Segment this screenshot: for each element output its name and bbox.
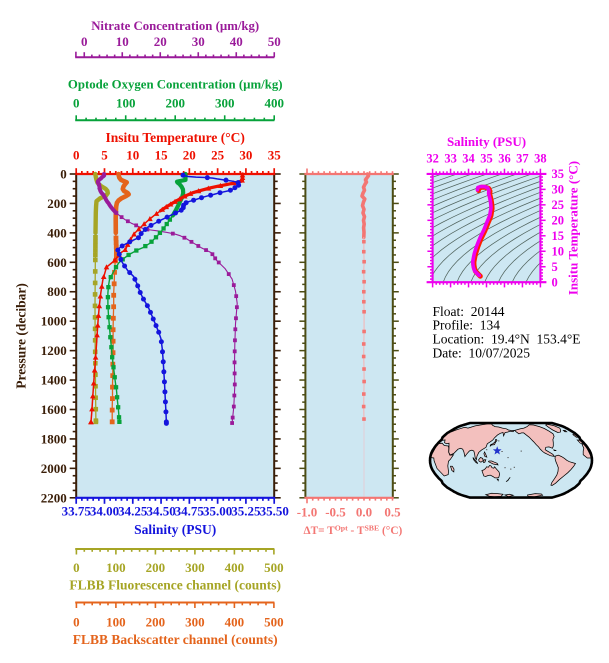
svg-text:10: 10 [552, 245, 565, 259]
svg-text:35: 35 [268, 147, 282, 162]
svg-text:10: 10 [116, 34, 129, 49]
svg-text:ΔT= TOpt - TSBE (°C): ΔT= TOpt - TSBE (°C) [304, 523, 403, 537]
svg-text:200: 200 [165, 96, 185, 111]
svg-text:400: 400 [225, 560, 245, 575]
svg-text:100: 100 [106, 615, 126, 630]
svg-text:34.50: 34.50 [146, 504, 175, 519]
svg-text:35.50: 35.50 [260, 504, 289, 519]
svg-text:38: 38 [534, 152, 547, 166]
svg-text:25: 25 [211, 147, 225, 162]
svg-text:20: 20 [154, 34, 167, 49]
svg-text:200: 200 [47, 196, 67, 211]
svg-text:20: 20 [183, 147, 196, 162]
svg-text:34.00: 34.00 [90, 504, 119, 519]
svg-text:Nitrate Concentration (µm/kg): Nitrate Concentration (µm/kg) [91, 19, 259, 33]
svg-text:Date: 10/07/2025: Date: 10/07/2025 [433, 346, 531, 361]
svg-text:0: 0 [73, 96, 80, 111]
svg-text:35: 35 [552, 167, 565, 181]
svg-text:300: 300 [185, 615, 205, 630]
svg-text:Profile: 134: Profile: 134 [433, 318, 501, 333]
svg-text:0.5: 0.5 [384, 505, 401, 520]
svg-text:Pressure (decibar): Pressure (decibar) [14, 283, 29, 389]
svg-text:Insitu Temperature (°C): Insitu Temperature (°C) [566, 161, 581, 295]
svg-text:0: 0 [60, 167, 67, 182]
svg-text:33.75: 33.75 [62, 504, 92, 519]
svg-text:30: 30 [552, 183, 565, 197]
svg-text:400: 400 [264, 96, 284, 111]
svg-text:1800: 1800 [41, 431, 67, 446]
svg-text:-0.5: -0.5 [325, 505, 346, 520]
svg-text:500: 500 [264, 560, 284, 575]
svg-text:-1.0: -1.0 [297, 505, 318, 520]
svg-text:35.25: 35.25 [231, 504, 261, 519]
svg-text:2200: 2200 [41, 490, 67, 505]
svg-text:34.25: 34.25 [118, 504, 148, 519]
svg-text:15: 15 [155, 147, 169, 162]
svg-text:5: 5 [552, 260, 558, 274]
svg-text:Float: 20144: Float: 20144 [433, 304, 505, 319]
svg-text:100: 100 [106, 560, 126, 575]
svg-text:100: 100 [116, 96, 136, 111]
svg-text:1000: 1000 [41, 314, 67, 329]
svg-text:0.0: 0.0 [356, 505, 372, 520]
svg-text:0: 0 [81, 34, 88, 49]
svg-text:0: 0 [73, 615, 80, 630]
svg-text:37: 37 [516, 152, 529, 166]
svg-text:20: 20 [552, 214, 565, 228]
svg-text:Insitu Temperature (°C): Insitu Temperature (°C) [105, 130, 244, 145]
svg-text:FLBB Fluorescence channel (cou: FLBB Fluorescence channel (counts) [69, 578, 281, 593]
svg-text:200: 200 [146, 560, 166, 575]
svg-text:30: 30 [192, 34, 205, 49]
svg-text:1400: 1400 [41, 373, 67, 388]
svg-text:800: 800 [47, 284, 67, 299]
svg-text:Optode Oxygen Concentration (µ: Optode Oxygen Concentration (µm/kg) [68, 78, 283, 92]
svg-text:300: 300 [185, 560, 205, 575]
svg-text:33: 33 [444, 152, 457, 166]
svg-text:0: 0 [552, 276, 558, 290]
svg-text:1600: 1600 [41, 402, 67, 417]
svg-text:1200: 1200 [41, 343, 67, 358]
svg-text:10: 10 [126, 147, 139, 162]
svg-text:600: 600 [47, 255, 67, 270]
svg-text:Location: 19.4°N 153.4°E: Location: 19.4°N 153.4°E [433, 332, 581, 347]
svg-text:50: 50 [268, 34, 281, 49]
svg-text:200: 200 [146, 615, 166, 630]
svg-text:FLBB Backscatter channel (coun: FLBB Backscatter channel (counts) [73, 632, 278, 647]
svg-text:32: 32 [426, 152, 439, 166]
svg-text:0: 0 [73, 560, 80, 575]
svg-text:34: 34 [462, 152, 475, 166]
svg-text:25: 25 [552, 198, 565, 212]
svg-text:400: 400 [225, 615, 245, 630]
svg-text:400: 400 [47, 225, 67, 240]
svg-text:0: 0 [73, 147, 80, 162]
svg-text:Salinity (PSU): Salinity (PSU) [134, 522, 216, 537]
svg-text:35: 35 [480, 152, 493, 166]
svg-text:2000: 2000 [41, 461, 67, 476]
svg-text:34.75: 34.75 [175, 504, 205, 519]
svg-text:40: 40 [230, 34, 243, 49]
svg-text:15: 15 [552, 229, 565, 243]
svg-text:Salinity (PSU): Salinity (PSU) [447, 134, 526, 149]
svg-text:35.00: 35.00 [203, 504, 232, 519]
svg-text:30: 30 [239, 147, 252, 162]
svg-text:500: 500 [264, 615, 284, 630]
svg-text:300: 300 [215, 96, 235, 111]
svg-text:36: 36 [498, 152, 511, 166]
svg-text:5: 5 [101, 147, 108, 162]
